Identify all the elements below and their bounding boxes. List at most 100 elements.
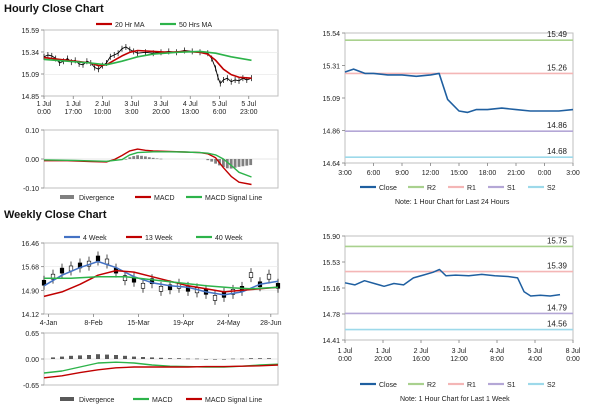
weekly-macd-legend-divergence-swatch — [60, 397, 74, 401]
weekly-price-candle — [167, 284, 173, 291]
weekly-levels-legend-close-label: Close — [379, 382, 397, 389]
weekly-macd-divergence-bar — [177, 358, 181, 359]
weekly-levels-ytick-label: 14.41 — [322, 338, 340, 345]
weekly-price-candle — [104, 258, 110, 265]
hourly-macd-divergence-bar — [225, 159, 229, 169]
weekly-macd-divergence-bar — [249, 358, 253, 359]
hourly-macd-divergence-bar — [144, 156, 147, 159]
weekly-macd-divergence-bar — [222, 359, 226, 360]
weekly-price-xtick-label: 19-Apr — [173, 320, 195, 327]
hourly-price-ytick-label: 15.34 — [21, 50, 39, 57]
hourly-macd-ytick-label: 0.00 — [25, 157, 39, 164]
weekly-levels-ytick-label: 15.90 — [322, 234, 340, 241]
hourly-price-xtick-label: 5 Jul 23:00 — [240, 101, 258, 116]
hourly-price-ytick-label: 15.09 — [21, 72, 39, 79]
weekly-macd-divergence-bar — [105, 354, 109, 359]
weekly-levels-legend-r2-label: R2 — [427, 382, 436, 389]
weekly-price-candle — [158, 286, 164, 292]
weekly-price-candle — [140, 282, 146, 289]
hourly-macd-divergence-bar — [237, 159, 241, 167]
hourly-section-title: Hourly Close Chart — [4, 3, 104, 15]
weekly-series-40-week — [44, 275, 279, 290]
weekly-macd-divergence-bar — [258, 358, 262, 359]
hourly-price-xtick-label: 1 Jul 17:00 — [64, 101, 82, 116]
weekly-levels-xtick-label: 8 Jul 0:00 — [566, 348, 581, 363]
hourly-levels-ytick-label: 14.86 — [322, 129, 340, 136]
hourly-levels-legend-r1-label: R1 — [467, 185, 476, 192]
hourly-macd-legend-macd-label: MACD — [154, 195, 175, 202]
hourly-levels-xtick-label: 6:00 — [367, 170, 381, 177]
weekly-levels-xtick-label: 3 Jul 12:00 — [450, 348, 468, 363]
weekly-series-13-week — [43, 269, 279, 298]
hourly-macd-divergence-bar — [241, 159, 245, 167]
weekly-levels-xtick-label: 4 Jul 8:00 — [490, 348, 505, 363]
hourly-macd-divergence-bar — [233, 159, 237, 168]
weekly-level-s1-label: 14.79 — [547, 303, 568, 312]
hourly-price-xtick-label: 3 Jul 3:00 — [124, 101, 139, 116]
weekly-macd-divergence-bar — [186, 358, 190, 360]
weekly-price-candle — [95, 255, 101, 262]
weekly-price-candle — [59, 267, 65, 274]
weekly-macd-ytick-label: 0.65 — [25, 331, 39, 338]
weekly-levels-legend-s2-label: S2 — [547, 382, 556, 389]
hourly-macd-ytick-label: -0.10 — [23, 186, 39, 193]
hourly-macd-series-macd-signal-line — [43, 151, 252, 178]
weekly-macd-divergence-bar — [51, 357, 55, 359]
hourly-levels-note: Note: 1 Hour Chart for Last 24 Hours — [395, 199, 510, 206]
hourly-macd-divergence-bar — [229, 159, 233, 169]
hourly-levels-legend-s1-label: S1 — [507, 185, 516, 192]
weekly-macd-divergence-bar — [78, 355, 82, 359]
weekly-macd-divergence-bar — [159, 357, 163, 359]
weekly-levels-xtick-label: 1 Jul 20:00 — [374, 348, 392, 363]
weekly-price-candle — [212, 295, 218, 301]
weekly-levels-ytick-label: 15.16 — [322, 286, 340, 293]
weekly-price-candle — [149, 278, 155, 285]
hourly-price-xtick-label: 4 Jul 13:00 — [181, 101, 199, 116]
weekly-macd-divergence-bar — [267, 358, 271, 359]
weekly-levels-legend-r1-label: R1 — [467, 382, 476, 389]
weekly-price-candle — [50, 273, 56, 280]
weekly-levels-ytick-label: 15.53 — [322, 260, 340, 267]
hourly-price-xtick-label: 3 Jul 20:00 — [152, 101, 170, 116]
hourly-levels-ytick-label: 15.31 — [322, 64, 340, 71]
weekly-macd-ytick-label: -0.65 — [23, 383, 39, 390]
hourly-price-ytick-label: 15.59 — [21, 28, 39, 35]
weekly-macd-divergence-bar — [240, 358, 244, 360]
hourly-levels-ytick-label: 15.09 — [322, 96, 340, 103]
weekly-levels-note: Note: 1 Hour Chart for Last 1 Week — [400, 396, 510, 403]
weekly-macd-divergence-bar — [231, 358, 235, 360]
weekly-levels-close-line — [344, 268, 561, 297]
weekly-price-candle — [266, 273, 272, 280]
hourly-levels-close-line — [344, 68, 574, 114]
weekly-macd-series-macd-signal-line — [43, 364, 279, 379]
hourly-levels-frame — [344, 32, 574, 164]
hourly-macd-divergence-bar — [155, 158, 159, 160]
hourly-legend-20hr-ma-label: 20 Hr MA — [115, 22, 145, 29]
hourly-macd-legend-divergence-swatch — [60, 195, 74, 199]
hourly-series-50-hrs-ma — [43, 50, 252, 66]
hourly-macd-divergence-bar — [132, 156, 136, 159]
hourly-price-xtick-label: 2 Jul 10:00 — [94, 101, 112, 116]
weekly-price-candle — [275, 282, 281, 289]
hourly-levels-xtick-label: 9:00 — [395, 170, 409, 177]
weekly-section-title: Weekly Close Chart — [4, 209, 107, 221]
weekly-macd-divergence-bar — [195, 358, 199, 360]
hourly-macd-divergence-bar — [136, 155, 139, 159]
weekly-levels-xtick-label: 2 Jul 16:00 — [412, 348, 430, 363]
hourly-macd-divergence-bar — [124, 159, 128, 160]
hourly-levels-xtick-label: 18:00 — [479, 170, 497, 177]
hourly-macd-divergence-bar — [140, 155, 143, 159]
weekly-level-s2-label: 14.56 — [547, 320, 568, 329]
weekly-series-4-week — [43, 260, 279, 296]
weekly-levels-frame — [344, 235, 574, 341]
hourly-macd-divergence-bar — [210, 159, 214, 162]
hourly-level-r1-label: 15.26 — [547, 63, 568, 72]
weekly-macd-divergence-bar — [96, 354, 100, 359]
weekly-macd-divergence-bar — [123, 355, 127, 359]
weekly-price-candle — [248, 272, 254, 278]
weekly-price-ytick-label: 14.12 — [21, 312, 39, 319]
weekly-macd-divergence-bar — [213, 359, 217, 360]
weekly-macd-divergence-bar — [114, 355, 118, 359]
